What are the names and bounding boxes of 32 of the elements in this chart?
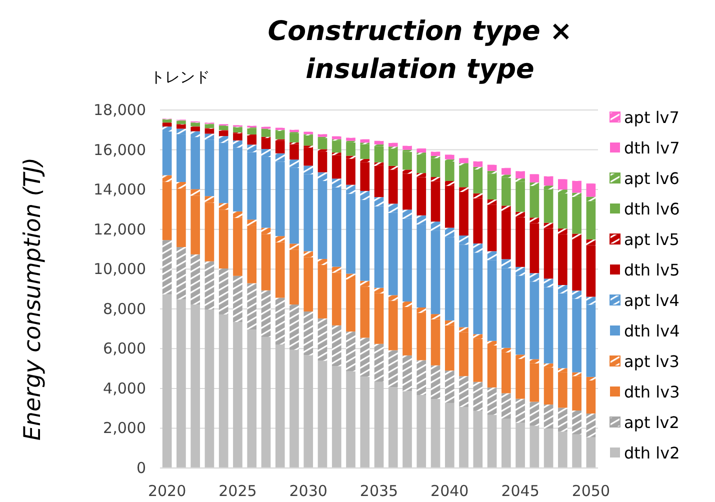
legend-label: dth lv7	[624, 138, 680, 158]
y-tick-label: 14,000	[94, 180, 146, 199]
x-tick-label: 2035	[360, 482, 398, 500]
x-tick-label: 2040	[430, 482, 469, 500]
legend-label: apt lv6	[624, 169, 680, 188]
y-tick-label: 6,000	[103, 340, 146, 358]
x-tick-label: 2050	[572, 482, 610, 500]
legend-label: apt lv7	[624, 108, 680, 127]
legend-label: dth lv3	[624, 382, 680, 402]
legend-label: dth lv2	[624, 444, 680, 462]
chart-title: Construction type × insulation type	[268, 16, 572, 85]
x-tick-label: 2030	[289, 482, 328, 500]
x-tick-label: 2045	[501, 482, 540, 500]
legend-label: apt lv5	[624, 230, 680, 249]
y-tick-label: 12,000	[94, 220, 146, 238]
legend-label: dth lv5	[624, 260, 680, 280]
y-tick-label: 2,000	[103, 419, 146, 438]
legend-label: dth lv4	[624, 322, 680, 340]
y-tick-label: 4,000	[103, 379, 146, 398]
legend-label: apt lv3	[624, 352, 680, 371]
legend-label: apt lv4	[624, 291, 680, 310]
y-axis-title: Energy consumption (TJ)	[20, 157, 46, 441]
y-tick-label: 8,000	[103, 300, 146, 318]
x-tick-label: 2025	[218, 482, 257, 500]
legend-label: apt lv2	[624, 413, 680, 432]
y-tick-label: 16,000	[94, 140, 146, 159]
chart-subtitle: トレンド	[150, 68, 210, 86]
legend-label: dth lv6	[624, 200, 680, 218]
y-tick-label: 0	[136, 459, 146, 477]
y-tick-label: 18,000	[94, 101, 146, 119]
x-tick-label: 2020	[148, 482, 186, 500]
y-tick-label: 10,000	[94, 260, 146, 278]
